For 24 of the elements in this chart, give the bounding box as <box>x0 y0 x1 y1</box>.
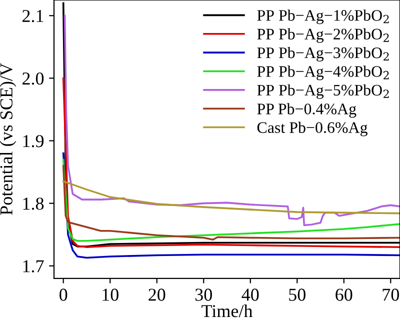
legend-label: Cast Pb−0.6%Ag <box>257 122 368 136</box>
y-axis-title: Potential (vs SCE)/V <box>0 63 16 215</box>
legend-label: PP Pb−Ag−1%PbO$_{2}$ <box>257 10 389 24</box>
line-series <box>62 152 400 259</box>
x-tick-label: 70 <box>382 288 399 301</box>
x-tick-label: 60 <box>336 288 352 301</box>
x-tick-label: 50 <box>289 288 306 301</box>
y-tick-label: 2.1 <box>22 10 44 22</box>
x-tick-label: 20 <box>148 288 166 301</box>
x-tick-label: 40 <box>242 288 259 301</box>
y-tick-label: 2.0 <box>22 72 44 85</box>
legend-label: PP Pb−Ag−2%PbO$_{2}$ <box>257 28 389 43</box>
legend-label: PP Pb−Ag−5%PbO$_{2}$ <box>257 84 389 99</box>
legend-label: PP Pb−Ag−3%PbO$_{2}$ <box>257 46 389 62</box>
line-series <box>62 180 400 214</box>
x-axis-title: Time/h <box>202 304 253 318</box>
x-tick-label: 10 <box>102 288 118 301</box>
x-tick-label: 30 <box>195 288 212 301</box>
legend-label: PP Pb−Ag−4%PbO$_{2}$ <box>257 66 389 80</box>
legend-label: PP Pb−0.4%Ag <box>257 103 356 118</box>
y-tick-label: 1.8 <box>23 198 44 210</box>
y-tick-label: 1.7 <box>23 260 44 272</box>
x-tick-label: 0 <box>60 288 68 301</box>
y-tick-label: 1.9 <box>23 135 44 148</box>
